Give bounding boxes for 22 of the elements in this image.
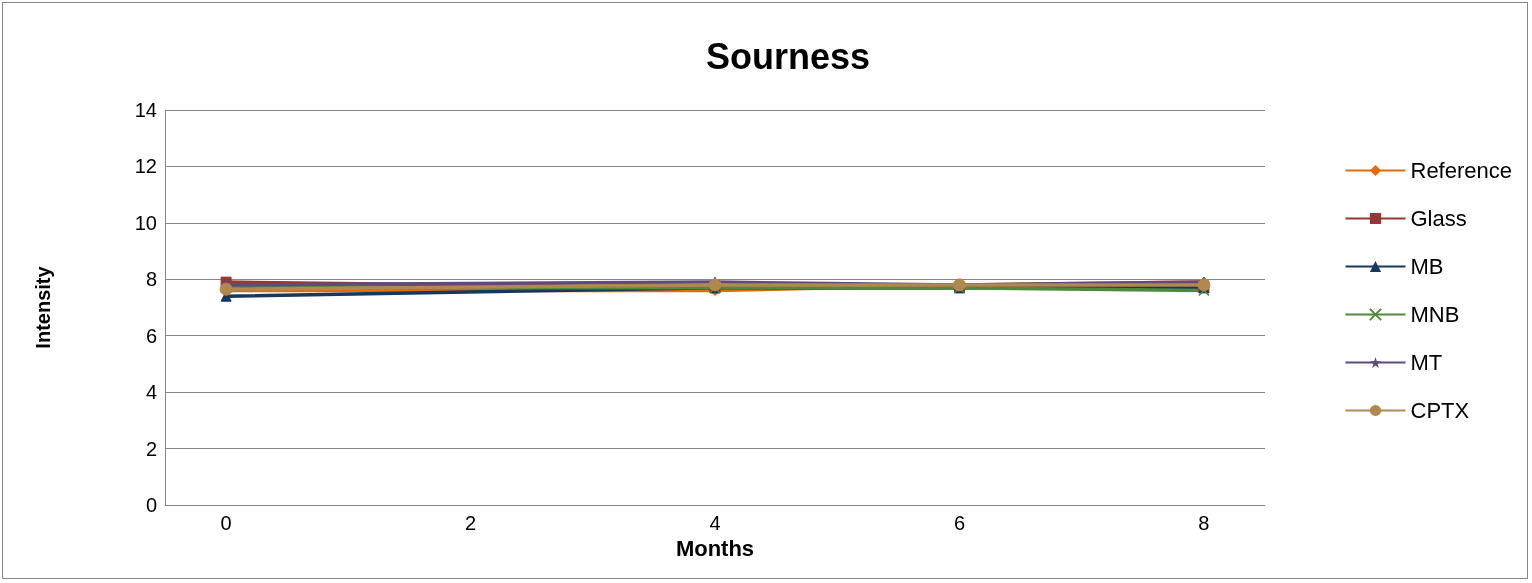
legend-label: MT (1410, 350, 1443, 375)
y-tick-label: 0 (145, 494, 157, 516)
y-tick-label: 6 (145, 324, 157, 347)
x-tick-label: 8 (1198, 512, 1210, 534)
x-tick-label: 0 (220, 512, 232, 534)
y-tick-label: 4 (145, 381, 157, 404)
y-tick-label: 2 (145, 437, 157, 460)
legend-label: MNB (1410, 302, 1460, 327)
legend-label: CPTX (1410, 398, 1470, 423)
chart-title: Sourness (705, 35, 871, 77)
x-tick-label: 2 (464, 512, 477, 534)
legend-label: Reference (1410, 158, 1513, 183)
legend-label: Glass (1410, 206, 1467, 231)
x-tick-label: 4 (709, 512, 721, 534)
y-axis-title: Intensity (32, 265, 54, 349)
legend-label: MB (1410, 254, 1444, 279)
y-tick-label: 12 (134, 155, 157, 178)
y-tick-label: 10 (134, 211, 157, 234)
x-tick-label: 6 (953, 512, 966, 534)
y-tick-label: 14 (134, 99, 157, 121)
x-axis-title: Months (675, 536, 755, 562)
y-tick-label: 8 (145, 268, 157, 291)
